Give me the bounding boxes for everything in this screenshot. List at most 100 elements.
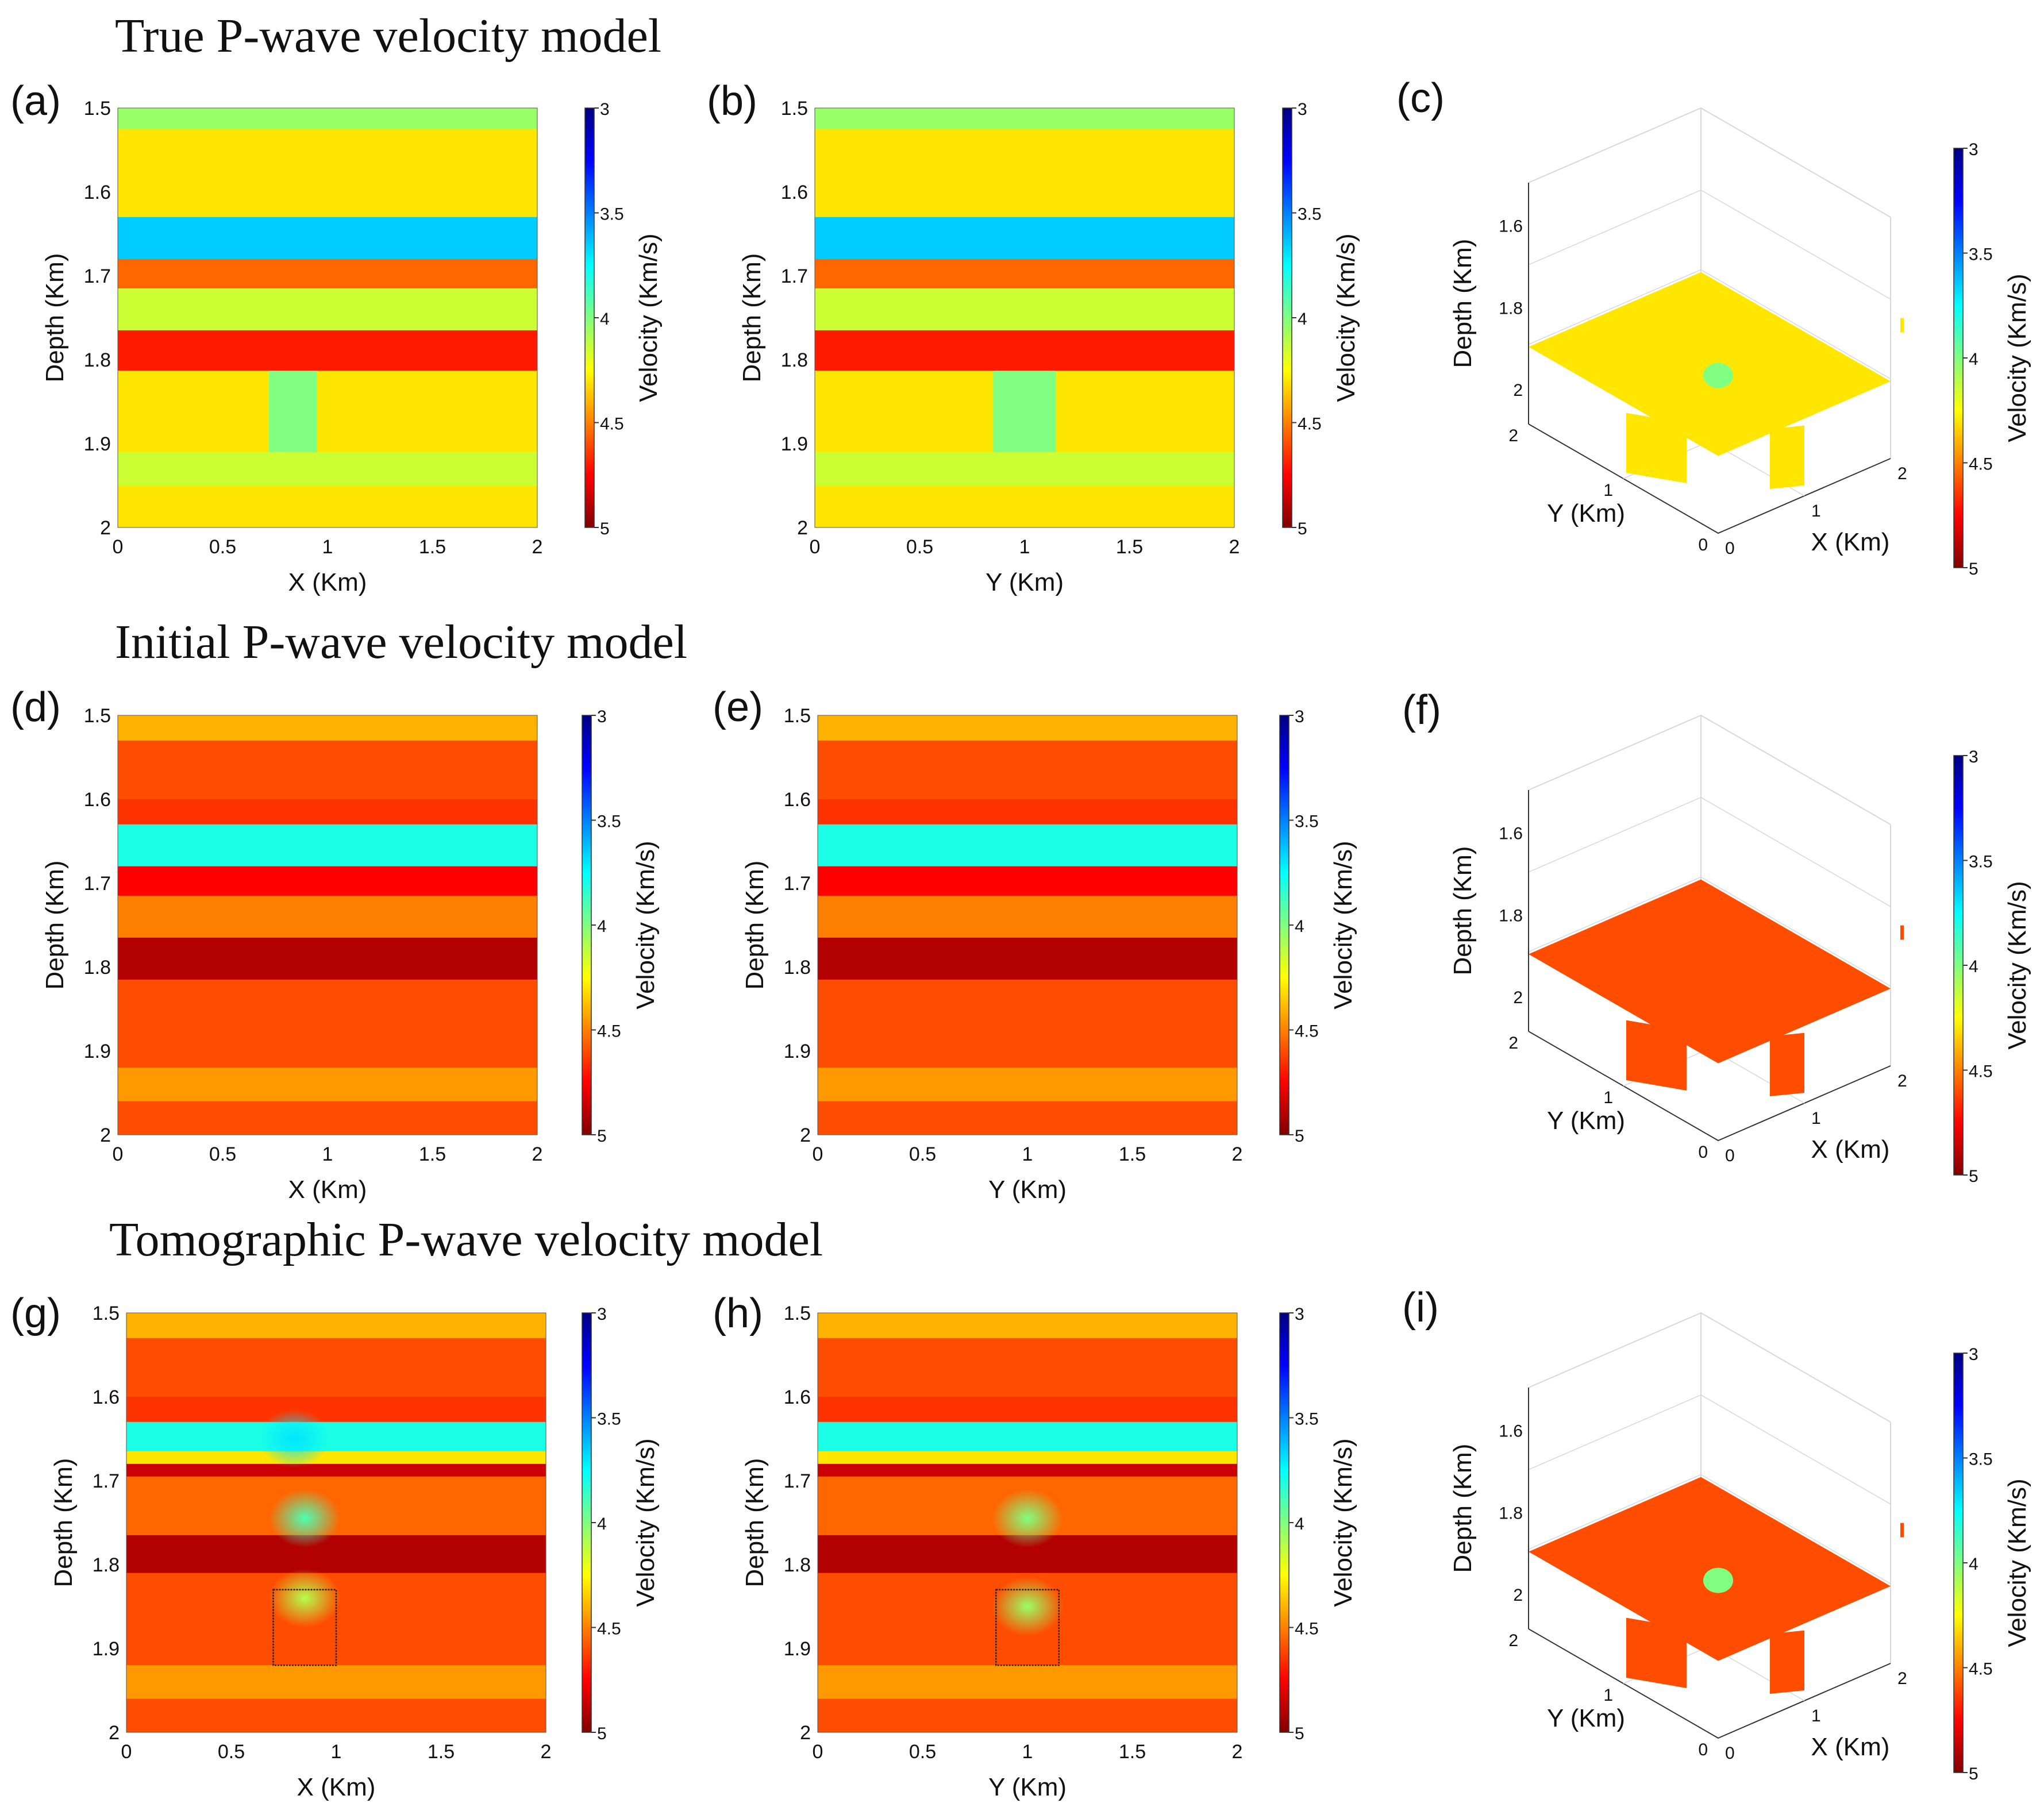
colorbar-tick-label: 3.5 [597,1410,621,1429]
x-tick-label: 0 [813,1143,823,1165]
grid-line [1700,1394,1891,1505]
colorbar-tick-label: 4 [1969,957,1978,976]
colorbar-gradient [1953,148,1964,568]
colorbar-tick-label: 3.5 [1295,812,1319,831]
y-tick-label: 1 [1603,481,1613,500]
y-tick-label: 1.9 [84,1041,111,1062]
y-tick-label: 1.7 [784,873,811,895]
colorbar-tick-label: 4 [1969,350,1978,369]
z-axis-label: Depth (Km) [1449,1444,1477,1573]
velocity-layer [126,1451,546,1465]
colorbar-tick-label: 4 [1298,310,1307,329]
x-tick-label: 0.5 [209,1143,236,1165]
x-tick-label: 2 [1232,1143,1243,1165]
y-axis-label: Depth (Km) [49,1458,78,1588]
velocity-blob [269,1489,341,1548]
colorbar-tick-label: 3 [1969,1345,1978,1364]
vertical-slice-x [1770,1630,1804,1694]
z-tick-label: 1.6 [1499,217,1523,236]
x-tick-label: 1 [1811,502,1821,521]
velocity-layer [118,129,537,218]
y-axis-label: Y (Km) [1547,1704,1625,1732]
heatmap-panel-7: 1.5 1.6 1.7 1.8 1.9 2 Depth (Km) 0 0.5 1 1.5 2 Y (Km… [741,1303,1242,1801]
y-tick-label: 1.7 [781,265,808,287]
colorbar-gradient [1953,1353,1964,1773]
colorbar-label: Velocity (Km/s) [2003,881,2031,1049]
heatmap-panel-4: 1.5 1.6 1.7 1.8 1.9 2 Depth (Km) 0 0.5 1 1.5 2 Y (Km… [741,705,1242,1204]
y-tick-label: 2 [797,517,808,539]
velocity-layer [818,1068,1237,1102]
colorbar-0: 3 3.5 4 4.5 5 Velocity (Km/s) [584,100,663,538]
y-tick-label: 1.5 [784,705,811,727]
y-tick-label: 1.9 [84,433,111,455]
grid-line [1528,269,1702,345]
y-tick-label: 1.6 [784,1386,811,1408]
x-tick-label: 0 [813,1741,823,1763]
x-tick-label: 0 [1725,1146,1735,1165]
velocity-layer [118,937,537,980]
plot-frame [117,107,538,528]
z-axis-label: Depth (Km) [1449,239,1477,368]
velocity-blob [258,1409,330,1469]
y-tick-label: 1.9 [93,1638,120,1660]
colorbar-gradient [584,107,595,528]
heatmap-panel-3: 1.5 1.6 1.7 1.8 1.9 2 Depth (Km) 0 0.5 1 1.5 2 X (Km… [41,705,542,1204]
y-tick-label: 1.7 [84,265,111,287]
velocity-layer [815,288,1234,331]
y-tick-label: 1.6 [784,789,811,811]
velocity-layer [118,486,537,527]
x-tick-label: 1 [1022,1143,1033,1165]
velocity-layer [126,1397,546,1423]
y-tick-label: 2 [100,517,111,539]
velocity-layer [118,259,537,289]
y-tick-label: 2 [109,1722,120,1744]
x-axis-label: X (Km) [297,1773,376,1801]
colorbar-5: 3 3.5 4 4.5 5 Velocity (Km/s) [1953,748,2031,1186]
vertical-slice-x [1770,425,1804,489]
velocity-layer [118,866,537,896]
velocity-layer [118,715,537,741]
z-tick-label: 2 [1513,1586,1523,1605]
x-tick-label: 2 [532,536,543,558]
heatmap-3d-panel-2: 1.6 1.8 2 Depth (Km) 0 1 2 Y (Km) 0 1 2 X (Km) [1449,107,1907,558]
heatmap-body [118,715,537,1135]
velocity-layer [818,979,1237,1068]
x-tick-label: 2 [1897,1669,1907,1688]
colorbar-label: Velocity (Km/s) [634,233,663,402]
colorbar-4: 3 3.5 4 4.5 5 Velocity (Km/s) [1279,707,1357,1146]
x-tick-label: 0 [113,1143,124,1165]
colorbar-tick-label: 4 [597,1515,607,1534]
panel-letter-a: (a) [10,78,61,124]
panel-letter-i: (i) [1402,1285,1439,1331]
heatmap-3d-panel-5: 1.6 1.8 2 Depth (Km) 0 1 2 Y (Km) 0 1 2 X (Km) [1449,714,1907,1165]
y-tick-label: 1.6 [781,182,808,203]
velocity-layer [126,1421,546,1452]
colorbar-tick-label: 3 [1295,707,1304,726]
colorbar-tick-label: 4.5 [600,415,624,434]
z-tick-label: 1.8 [1499,906,1523,925]
grid-line [1528,107,1891,218]
velocity-layer [818,1397,1237,1423]
velocity-layer [118,108,537,129]
z-tick-label: 1.6 [1499,825,1523,843]
colorbar-tick-label: 4.5 [1295,1022,1319,1041]
y-axis-label: Depth (Km) [741,1458,769,1588]
colorbar-tick-label: 3 [1298,100,1307,119]
heatmap-body [126,1313,546,1732]
velocity-layer [118,1101,537,1135]
colorbar-tick-label: 5 [597,1724,607,1743]
plot-frame [817,715,1238,1135]
z-axis-label: Depth (Km) [1449,846,1477,976]
velocity-layer [818,895,1237,938]
vertical-slice-y [1626,1020,1687,1091]
panel-letter-h: (h) [713,1290,763,1336]
y-tick-label: 2 [100,1124,111,1146]
colorbar-tick-label: 3.5 [600,205,624,224]
y-axis-label: Depth (Km) [741,861,769,990]
colorbar-tick-label: 4.5 [1969,1660,1993,1679]
colorbar-tick-label: 3.5 [1295,1410,1319,1429]
y-axis-label: Depth (Km) [738,253,766,383]
panel-letter-b: (b) [707,78,757,124]
x-tick-label: 0.5 [909,1741,936,1763]
y-tick-label: 2 [1508,426,1518,445]
